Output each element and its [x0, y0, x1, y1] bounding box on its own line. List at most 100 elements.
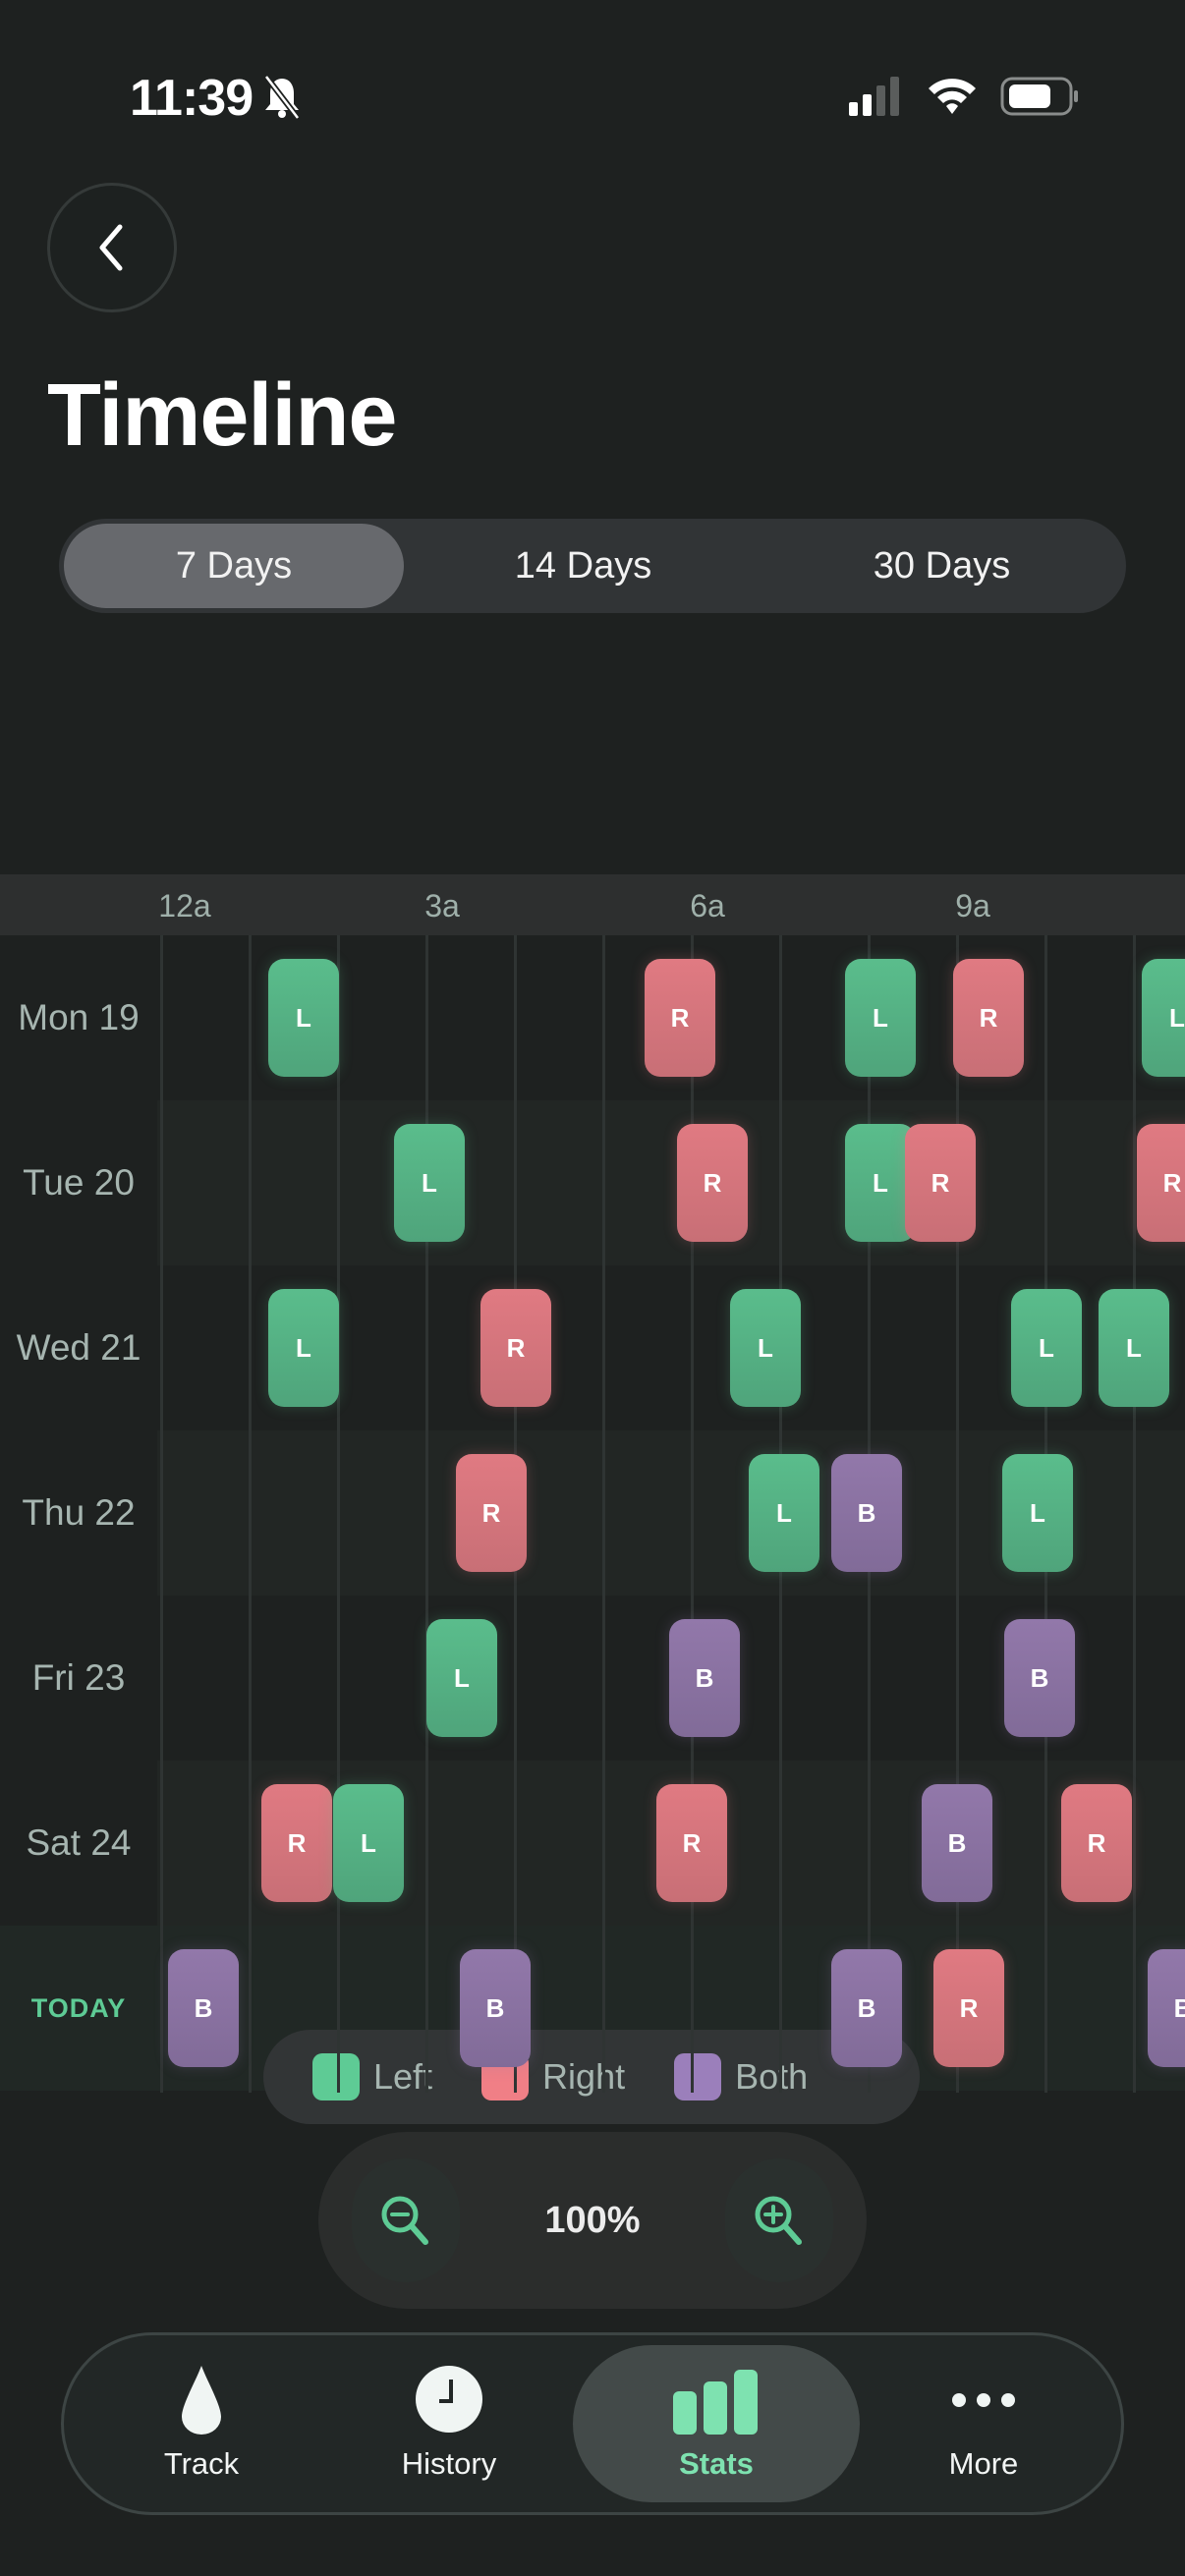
- ellipsis-icon: [952, 2393, 1015, 2407]
- timeline-row: Tue 20 L R L R R: [0, 1100, 1185, 1265]
- tab-label: More: [948, 2446, 1019, 2481]
- feeding-entry-both[interactable]: B: [922, 1784, 992, 1902]
- feeding-entry-both[interactable]: B: [460, 1949, 531, 2067]
- feeding-entry-left[interactable]: L: [333, 1784, 404, 1902]
- tab-label: Track: [163, 2446, 240, 2481]
- tab-stats[interactable]: Stats: [573, 2345, 860, 2502]
- feeding-entry-right[interactable]: R: [1061, 1784, 1132, 1902]
- wifi-icon: [929, 79, 976, 114]
- tab-history[interactable]: History: [325, 2345, 573, 2502]
- feeding-entry-right[interactable]: R: [261, 1784, 332, 1902]
- feeding-entry-left[interactable]: L: [268, 959, 339, 1077]
- feeding-entry-left[interactable]: L: [1002, 1454, 1073, 1572]
- feeding-entry-left[interactable]: L: [268, 1289, 339, 1407]
- status-bar: 11:39: [0, 0, 1185, 177]
- row-background: [0, 1265, 1185, 1430]
- tab-label: History: [401, 2446, 497, 2481]
- zoom-out-icon: [381, 2196, 428, 2245]
- hour-gridline: [602, 935, 605, 2093]
- timeline-row: Mon 19 L R L R L: [0, 935, 1185, 1100]
- timeline-row: Thu 22 R L B L: [0, 1430, 1185, 1596]
- day-label: Sat 24: [0, 1761, 157, 1926]
- feeding-entry-both[interactable]: B: [1148, 1949, 1185, 2067]
- time-axis-header: 12a 3a 6a 9a: [0, 874, 1185, 935]
- range-7-days[interactable]: 7 Days: [64, 524, 404, 608]
- bell-slash-icon: [263, 75, 301, 120]
- feeding-entry-right[interactable]: R: [905, 1124, 976, 1242]
- back-button[interactable]: [47, 183, 177, 312]
- feeding-entry-right[interactable]: R: [933, 1949, 1004, 2067]
- feeding-entry-left[interactable]: L: [845, 1124, 916, 1242]
- day-label: TODAY: [0, 1926, 157, 2091]
- feeding-entry-both[interactable]: B: [1004, 1619, 1075, 1737]
- tab-more[interactable]: More: [860, 2345, 1107, 2502]
- feeding-entry-right[interactable]: R: [645, 959, 715, 1077]
- legend-item-left: Left: [312, 2053, 432, 2100]
- hour-gridline: [425, 935, 428, 2093]
- feeding-entry-left[interactable]: L: [845, 959, 916, 1077]
- feeding-entry-left[interactable]: L: [1011, 1289, 1082, 1407]
- feeding-entry-right[interactable]: R: [1137, 1124, 1185, 1242]
- feeding-entry-both[interactable]: B: [831, 1949, 902, 2067]
- timeline-row: Wed 21 L R L L L: [0, 1265, 1185, 1430]
- hour-gridline: [1133, 935, 1136, 2093]
- timeline-row: Sat 24 R L R B R: [0, 1761, 1185, 1926]
- feeding-entry-right[interactable]: R: [677, 1124, 748, 1242]
- drop-icon: [182, 2366, 221, 2435]
- time-label: 12a: [158, 888, 211, 924]
- feeding-entry-right[interactable]: R: [456, 1454, 527, 1572]
- hour-gridline: [337, 935, 340, 2093]
- feeding-entry-right[interactable]: R: [656, 1784, 727, 1902]
- time-label: 3a: [424, 888, 460, 924]
- bar-chart-icon: [673, 2370, 758, 2435]
- left-swatch-icon: [312, 2053, 360, 2100]
- battery-icon: [1000, 77, 1078, 116]
- status-time: 11:39: [130, 70, 254, 127]
- timeline-row: Fri 23 L B B: [0, 1596, 1185, 1761]
- feeding-entry-left[interactable]: L: [1142, 959, 1185, 1077]
- zoom-level: 100%: [544, 2199, 641, 2241]
- range-30-days[interactable]: 30 Days: [873, 544, 1011, 587]
- feeding-entry-right[interactable]: R: [953, 959, 1024, 1077]
- legend-item-both: Both: [674, 2053, 808, 2100]
- timeline-row-today: TODAY B B B R B: [0, 1926, 1185, 2091]
- feeding-entry-both[interactable]: B: [669, 1619, 740, 1737]
- legend-label: Both: [735, 2056, 809, 2097]
- day-label: Mon 19: [0, 935, 157, 1100]
- tab-bar: Track History Stats More: [61, 2332, 1124, 2515]
- day-label: Thu 22: [0, 1430, 157, 1596]
- feeding-entry-both[interactable]: B: [831, 1454, 902, 1572]
- legend-label: Right: [542, 2056, 626, 2097]
- zoom-out-button[interactable]: [352, 2158, 460, 2282]
- feeding-entry-left[interactable]: L: [749, 1454, 819, 1572]
- day-label: Wed 21: [0, 1265, 157, 1430]
- day-label: Fri 23: [0, 1596, 157, 1761]
- hour-gridline: [160, 935, 163, 2093]
- zoom-in-button[interactable]: [724, 2158, 833, 2282]
- feeding-entry-left[interactable]: L: [426, 1619, 497, 1737]
- legend-label: Left: [373, 2056, 433, 2097]
- page-title: Timeline: [47, 366, 397, 465]
- cellular-signal-icon: [849, 77, 899, 116]
- tab-label: Stats: [679, 2446, 754, 2481]
- feeding-entry-left[interactable]: L: [394, 1124, 465, 1242]
- time-label: 6a: [690, 888, 725, 924]
- range-14-days[interactable]: 14 Days: [514, 544, 652, 587]
- feeding-entry-left[interactable]: L: [730, 1289, 801, 1407]
- feeding-entry-both[interactable]: B: [168, 1949, 239, 2067]
- feeding-entry-left[interactable]: L: [1099, 1289, 1169, 1407]
- zoom-control: 100%: [318, 2132, 867, 2309]
- hour-gridline: [249, 935, 252, 2093]
- timeline-grid[interactable]: 12a 3a 6a 9a Mon 19 L R L R L Tue 20 L R L R R Wed 21 L R…: [0, 874, 1185, 2093]
- time-label: 9a: [955, 888, 990, 924]
- clock-icon: [416, 2366, 482, 2433]
- row-background: [0, 1596, 1185, 1761]
- feeding-entry-right[interactable]: R: [480, 1289, 551, 1407]
- hour-gridline: [691, 935, 694, 2093]
- legend: Left Right Both: [263, 2030, 920, 2124]
- zoom-in-icon: [755, 2196, 802, 2245]
- tab-track[interactable]: Track: [78, 2345, 325, 2502]
- row-background: [0, 1100, 1185, 1265]
- both-swatch-icon: [674, 2053, 722, 2100]
- row-background: [0, 1430, 1185, 1596]
